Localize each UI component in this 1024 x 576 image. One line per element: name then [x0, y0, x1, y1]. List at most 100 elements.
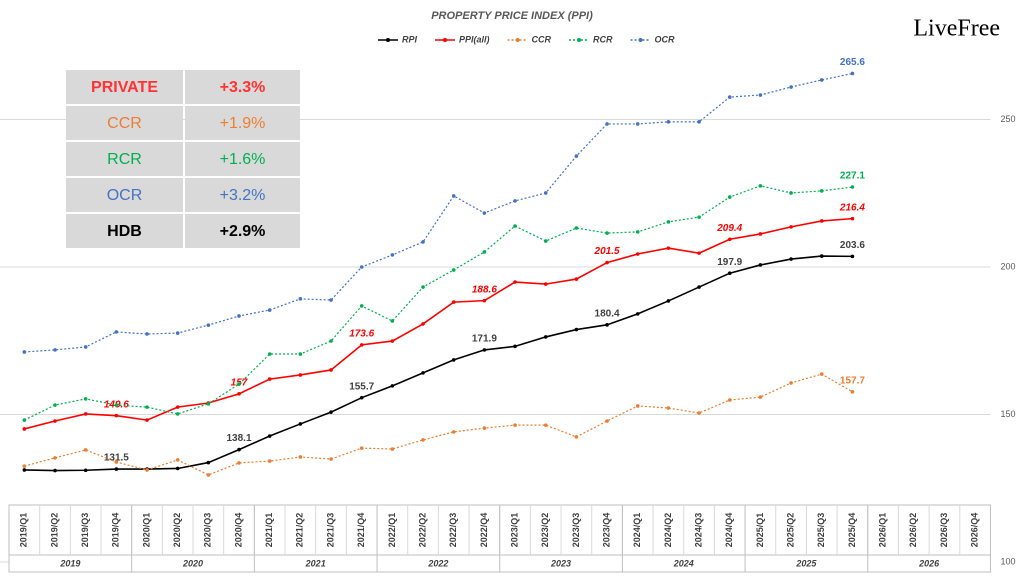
x-tick-label: 2024/Q2: [663, 513, 673, 548]
data-point: [574, 435, 579, 439]
legend-label: RCR: [593, 34, 613, 44]
data-point: [329, 368, 333, 372]
data-label: 173.6: [349, 329, 374, 340]
legend-label: OCR: [655, 34, 676, 44]
data-label: 157.7: [840, 375, 865, 386]
data-point: [421, 438, 425, 442]
year-label: 2023: [550, 558, 571, 568]
table-text: OCR: [107, 187, 143, 204]
data-label: 227.1: [840, 171, 865, 182]
data-point: [390, 319, 395, 323]
data-label: 180.4: [595, 308, 620, 319]
data-point: [175, 405, 180, 409]
data-point: [421, 240, 425, 244]
data-point: [513, 280, 517, 284]
data-point: [543, 423, 548, 427]
y-tick-label: 250: [1000, 114, 1015, 124]
data-point: [727, 237, 732, 242]
data-point: [329, 410, 333, 414]
data-point: [390, 339, 395, 343]
data-point: [22, 350, 27, 354]
x-tick-label: 2019/Q1: [19, 513, 29, 548]
chart-title: PROPERTY PRICE INDEX (PPI): [431, 10, 593, 22]
data-point: [605, 260, 609, 265]
data-point: [421, 322, 425, 326]
data-point: [206, 460, 211, 465]
data-point: [543, 282, 548, 286]
x-tick-label: 2021/Q4: [356, 513, 366, 548]
data-point: [574, 226, 579, 230]
data-point: [635, 312, 640, 316]
data-point: [574, 277, 579, 281]
data-point: [145, 405, 149, 409]
data-label: 203.6: [840, 240, 865, 251]
data-point: [850, 71, 855, 76]
data-point: [574, 154, 579, 158]
x-tick-label: 2021/Q3: [325, 513, 335, 548]
table-cell: [66, 178, 183, 212]
data-point: [359, 265, 364, 269]
data-point: [819, 254, 824, 258]
data-point: [359, 446, 364, 450]
x-tick-label: 2023/Q2: [540, 513, 550, 548]
data-point: [267, 377, 272, 381]
data-point: [635, 252, 640, 256]
data-point: [53, 403, 57, 407]
table-cell: [66, 106, 183, 140]
x-tick-label: 2023/Q3: [571, 513, 581, 548]
data-point: [451, 358, 456, 362]
data-point: [635, 404, 640, 408]
data-point: [206, 402, 211, 406]
x-tick-label: 2023/Q4: [601, 513, 611, 548]
data-point: [727, 271, 732, 275]
x-tick-label: 2026/Q2: [908, 513, 918, 548]
data-point: [850, 216, 855, 221]
legend-marker: [638, 38, 643, 42]
data-point: [666, 299, 671, 303]
series-line: [24, 72, 853, 353]
data-point: [145, 332, 149, 336]
table-text: +3.3%: [220, 79, 266, 96]
data-point: [114, 413, 119, 418]
data-point: [635, 230, 640, 234]
data-point: [513, 423, 517, 427]
data-point: [22, 464, 27, 468]
data-point: [451, 300, 456, 304]
data-point: [421, 285, 425, 289]
x-tick-label: 2025/Q3: [816, 513, 826, 548]
data-point: [451, 194, 456, 198]
data-point: [175, 466, 180, 471]
data-point: [390, 447, 395, 451]
data-point: [83, 448, 88, 452]
data-label: 131.5: [104, 453, 129, 464]
data-point: [22, 418, 27, 422]
data-point: [53, 468, 57, 473]
data-point: [727, 398, 732, 402]
data-point: [359, 395, 364, 400]
data-point: [850, 185, 855, 189]
data-point: [53, 419, 57, 423]
x-tick-label: 2020/Q2: [172, 513, 182, 548]
data-point: [605, 122, 609, 126]
data-point: [758, 395, 763, 399]
data-label: 171.9: [472, 334, 497, 345]
data-point: [114, 460, 119, 464]
x-tick-label: 2022/Q3: [448, 513, 458, 548]
data-point: [114, 467, 119, 471]
data-point: [83, 468, 88, 473]
data-point: [237, 461, 241, 465]
x-tick-label: 2024/Q1: [632, 513, 642, 548]
x-tick-label: 2026/Q4: [969, 513, 979, 548]
data-point: [298, 455, 303, 459]
data-point: [513, 199, 517, 203]
data-point: [789, 191, 793, 195]
x-tick-label: 2020/Q1: [141, 513, 151, 548]
table-text: PRIVATE: [91, 79, 158, 96]
table-text: +2.9%: [220, 223, 266, 240]
year-label: 2026: [918, 558, 940, 568]
data-point: [175, 458, 180, 462]
data-point: [83, 397, 88, 401]
data-point: [727, 95, 732, 99]
data-point: [758, 232, 763, 236]
data-point: [451, 268, 456, 272]
